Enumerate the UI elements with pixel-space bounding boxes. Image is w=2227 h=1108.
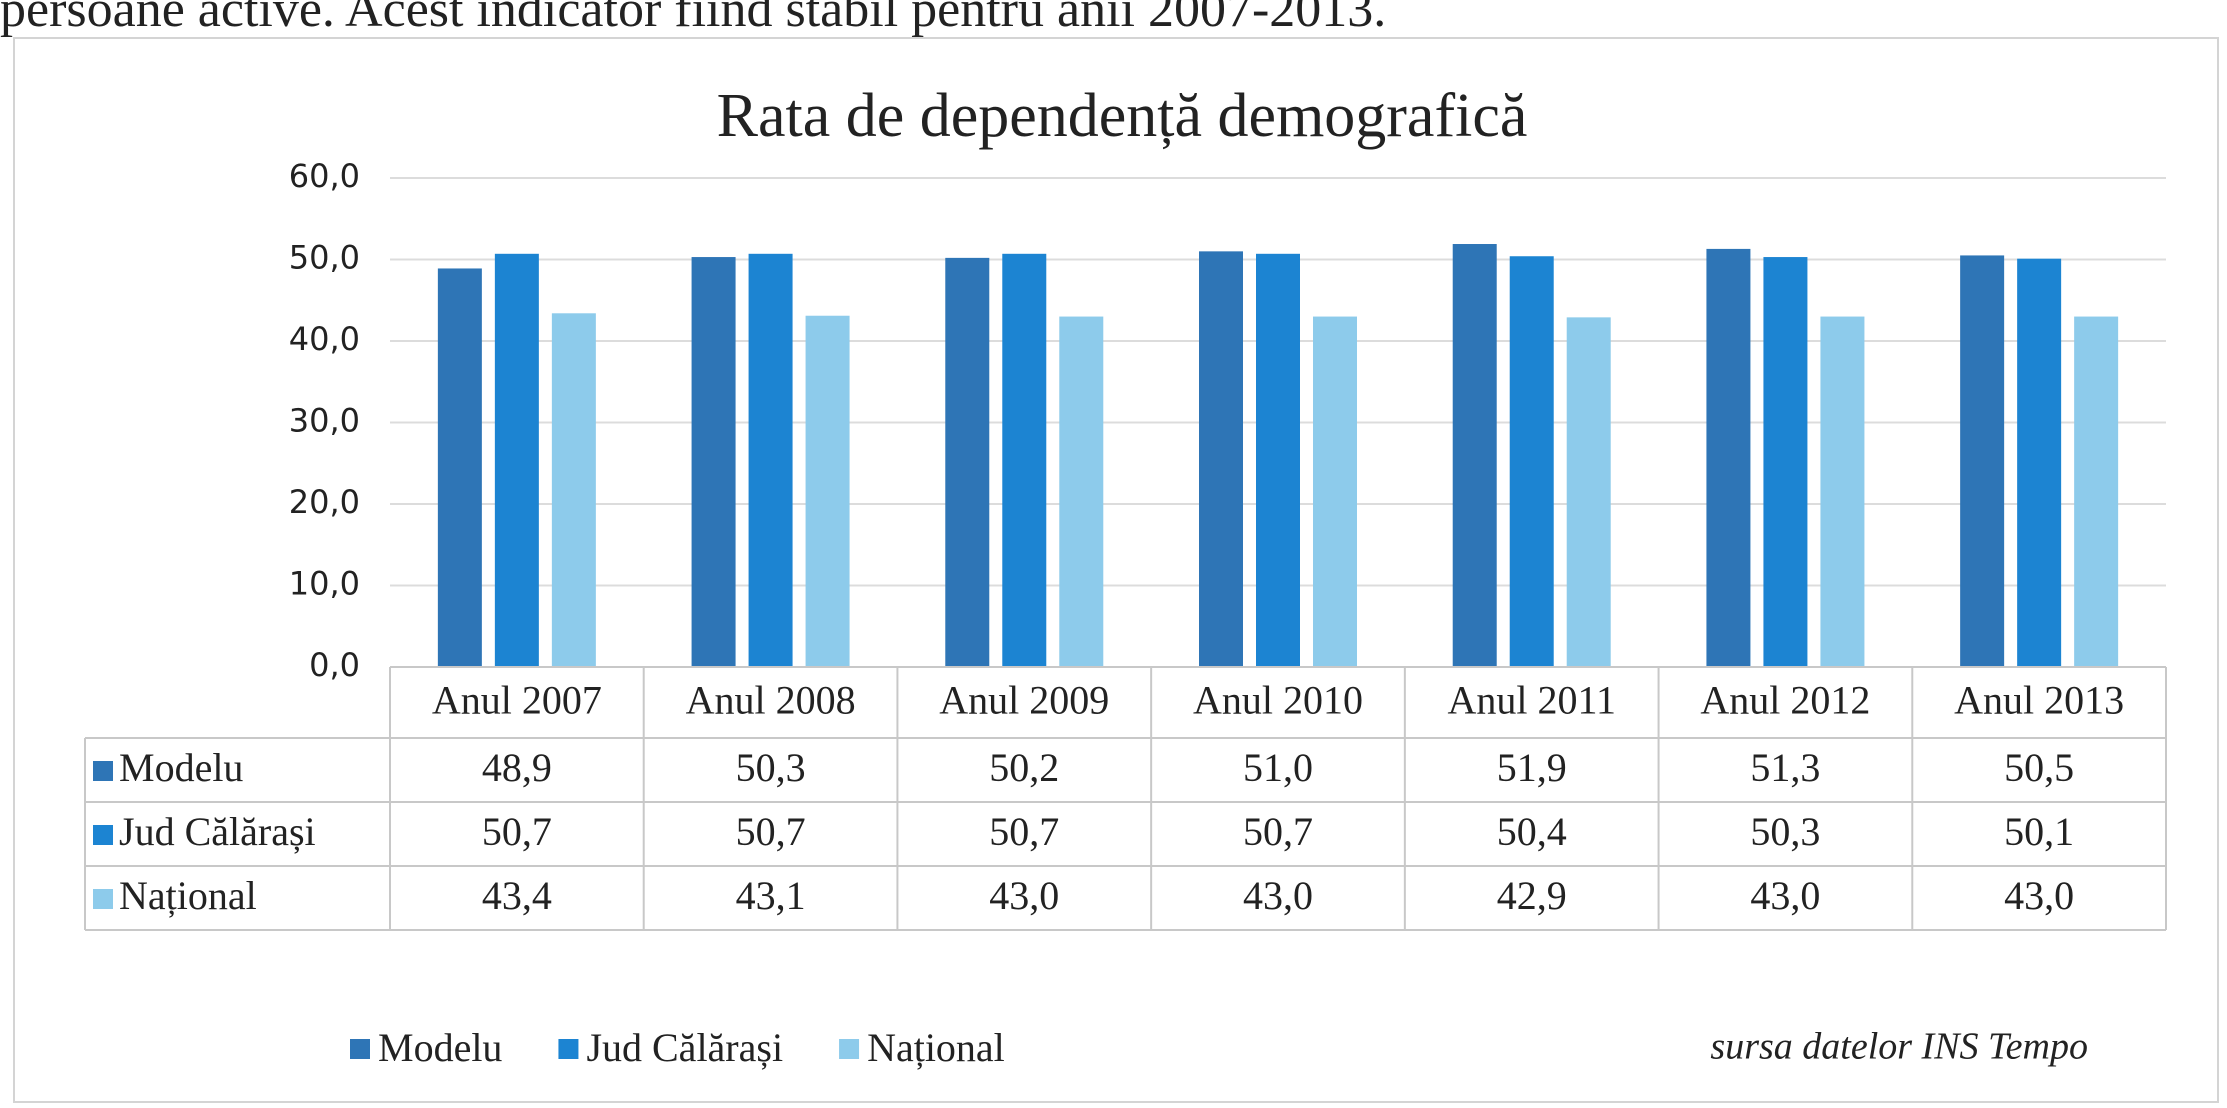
chart-title: Rata de dependență demografică (717, 82, 1528, 150)
table-cell: 50,7 (736, 809, 806, 854)
table-cell: 50,7 (989, 809, 1059, 854)
y-tick-label: 50,0 (289, 239, 360, 277)
table-legend-swatch (93, 889, 113, 909)
table-row-label: Național (119, 873, 257, 918)
bar (691, 257, 736, 667)
table-cell: 50,3 (736, 745, 806, 790)
table-cell: 50,7 (1243, 809, 1313, 854)
bar (1566, 317, 1611, 667)
bar (551, 313, 596, 667)
bar (1256, 253, 1300, 668)
table-cell: 48,9 (482, 745, 552, 790)
bar (2074, 316, 2119, 667)
legend-swatch (839, 1039, 860, 1059)
y-tick-label: 60,0 (289, 157, 360, 195)
table-cell: 50,7 (482, 809, 552, 854)
table-cell: 43,0 (2004, 873, 2074, 918)
table-cell: 50,4 (1497, 809, 1567, 854)
legend-label: Modelu (378, 1025, 502, 1070)
table-legend-swatch (93, 761, 113, 781)
table-cell: 43,0 (1750, 873, 1820, 918)
bar (1960, 255, 2005, 668)
bar (805, 315, 850, 667)
bar (1313, 316, 1357, 667)
table-cell: 43,1 (736, 873, 806, 918)
bar (1002, 253, 1047, 668)
legend-swatch (558, 1039, 579, 1059)
table-cell: 51,0 (1243, 745, 1313, 790)
x-tick-label: Anul 2008 (686, 678, 856, 723)
x-tick-label: Anul 2013 (1954, 678, 2124, 723)
table-cell: 43,0 (1243, 873, 1313, 918)
x-tick-label: Anul 2007 (432, 678, 602, 723)
y-tick-label: 30,0 (289, 402, 360, 440)
table-cell: 50,2 (989, 745, 1059, 790)
chart-frame (13, 37, 2219, 1103)
y-tick-label: 20,0 (289, 483, 360, 521)
bar (494, 253, 539, 668)
table-cell: 42,9 (1497, 873, 1567, 918)
bar (1706, 248, 1751, 667)
legend-swatch (350, 1039, 370, 1059)
x-tick-label: Anul 2010 (1193, 678, 1363, 723)
legend-label: Jud Călărași (586, 1025, 783, 1070)
x-tick-label: Anul 2009 (939, 678, 1109, 723)
source-note: sursa datelor INS Tempo (1710, 1026, 2088, 1068)
bar (437, 268, 482, 667)
y-tick-label: 40,0 (289, 320, 360, 358)
table-cell: 51,9 (1497, 745, 1567, 790)
x-tick-label: Anul 2012 (1700, 678, 1870, 723)
y-tick-label: 10,0 (289, 565, 360, 603)
bar (1509, 256, 1554, 667)
bar (1763, 257, 1808, 667)
legend-label: Național (867, 1025, 1005, 1070)
bar (1452, 244, 1497, 667)
bar (945, 257, 990, 667)
table-row-label: Modelu (119, 745, 243, 790)
table-cell: 43,4 (482, 873, 552, 918)
table-row-label: Jud Călărași (119, 809, 316, 854)
table-legend-swatch (93, 825, 113, 845)
bar (1199, 251, 1243, 667)
table-cell: 43,0 (989, 873, 1059, 918)
bar (748, 253, 793, 668)
table-cell: 51,3 (1750, 745, 1820, 790)
bar (2017, 258, 2062, 667)
bar (1820, 316, 1865, 667)
bar (1059, 316, 1104, 667)
body-text: persoane active. Acest indicator fiind s… (0, 0, 1386, 38)
table-cell: 50,5 (2004, 745, 2074, 790)
table-cell: 50,3 (1750, 809, 1820, 854)
table-cell: 50,1 (2004, 809, 2074, 854)
x-tick-label: Anul 2011 (1447, 678, 1616, 723)
y-tick-label: 0,0 (309, 646, 360, 684)
